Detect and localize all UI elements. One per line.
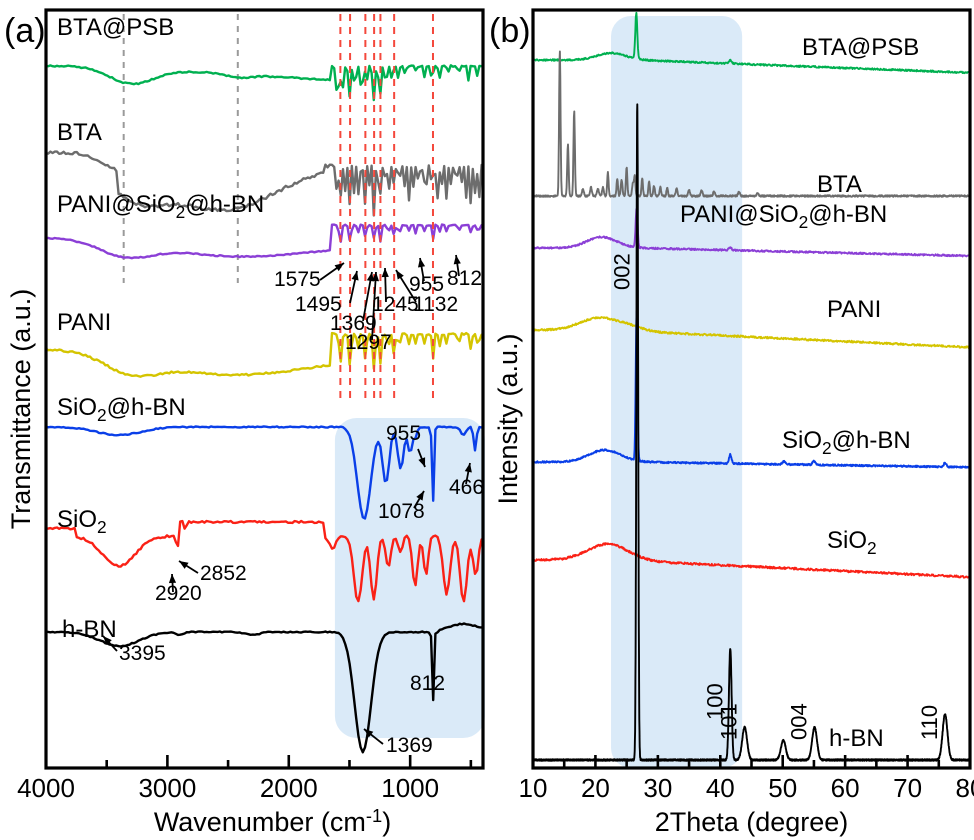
series-label-sio2-h-bn: SiO2@h-BN <box>782 427 911 458</box>
x-tick-label: 80 <box>956 773 974 803</box>
spectrum-hbn <box>44 622 483 754</box>
spectrum-sio2-hbn <box>44 425 483 520</box>
spectrum-bta <box>44 150 483 217</box>
annotation-1369: 1369 <box>330 312 377 335</box>
annotation-1369-hbn: 1369 <box>386 734 433 757</box>
series-label-pani: PANI <box>57 309 111 336</box>
hkl-label-002: 002 <box>609 253 634 290</box>
annotation-812-pani: 812 <box>447 267 482 290</box>
x-tick-label: 60 <box>831 773 860 803</box>
series-label-sio2: SiO2 <box>827 527 877 558</box>
x-tick-label: 2000 <box>260 773 318 803</box>
panel-b-label: (b) <box>489 12 531 50</box>
hkl-label-110: 110 <box>917 705 942 740</box>
spectrum-sio2 <box>44 519 483 603</box>
panel-b-xrd: 10 20 30 40 50 60 70 80 2Theta (degree) Intensity… <box>487 0 974 840</box>
hkl-label-004: 004 <box>787 703 812 740</box>
series-label-bta-psb: BTA@PSB <box>802 34 919 61</box>
panel-a-ftir: 4000 3000 2000 1000 Wavenumber (cm-1) Transmi… <box>4 8 485 837</box>
annotation-1297: 1297 <box>345 331 392 354</box>
spectrum-pani-sio2-hbn <box>44 223 483 260</box>
x-tick-label: 20 <box>581 773 610 803</box>
x-tick-label: 1000 <box>381 773 439 803</box>
plot-frame-b <box>531 8 972 770</box>
annotation-1245: 1245 <box>372 293 419 316</box>
x-tick-label: 50 <box>768 773 797 803</box>
annotation-466: 466 <box>449 476 484 499</box>
plot-frame-a <box>44 8 485 770</box>
x-tick-label: 40 <box>706 773 735 803</box>
x-tick-label: 30 <box>643 773 672 803</box>
xrd-sio2-hbn <box>532 310 971 469</box>
series-label-pani-sio2-h-bn: PANI@SiO2@h-BN <box>680 201 887 232</box>
spectrum-pani <box>44 331 483 378</box>
annotation-1495: 1495 <box>295 293 342 316</box>
annotation-812-hbn: 812 <box>410 672 445 695</box>
x-axis-title-b: 2Theta (degree) <box>655 807 849 837</box>
panel-a-label: (a) <box>4 12 46 50</box>
series-label-bta: BTA <box>57 119 102 146</box>
annotation-955-pani: 955 <box>409 273 444 296</box>
x-tick-label: 70 <box>893 773 922 803</box>
y-axis-title-b: Intensity (a.u.) <box>493 333 523 504</box>
x-tick-label: 4000 <box>17 773 75 803</box>
annotation-955-sio2hbn: 955 <box>386 422 421 445</box>
highlight-band-a <box>334 418 485 738</box>
hkl-label-101: 101 <box>717 703 742 740</box>
xrd-sio2 <box>532 542 971 579</box>
y-axis-title-a: Transmittance (a.u.) <box>6 289 36 530</box>
spectrum-bta-psb <box>44 64 483 102</box>
annotation-1575: 1575 <box>274 268 321 291</box>
series-label-sio2-h-bn: SiO2@h-BN <box>57 394 186 425</box>
x-axis-title-a: Wavenumber (cm-1) <box>154 805 391 837</box>
series-label-pani: PANI <box>827 296 881 323</box>
series-label-bta-psb: BTA@PSB <box>57 14 174 41</box>
hkl-label-100: 100 <box>702 683 727 720</box>
annotation-1132: 1132 <box>413 293 458 316</box>
xrd-chart: 10 20 30 40 50 60 70 80 2Theta (degree) Intensity… <box>489 8 974 837</box>
annotation-2920: 2920 <box>155 582 202 605</box>
series-label-sio2: SiO2 <box>57 506 107 537</box>
annotation-1078: 1078 <box>378 500 425 523</box>
xrd-bta-psb <box>532 11 971 75</box>
series-label-pani-sio2-h-bn: PANI@SiO2@h-BN <box>57 191 264 222</box>
series-label-bta: BTA <box>817 171 862 198</box>
xrd-pani-sio2-hbn <box>532 208 971 258</box>
xrd-bta <box>532 50 971 198</box>
x-tick-label: 10 <box>519 773 548 803</box>
annotation-2852: 2852 <box>200 562 247 585</box>
x-tick-label: 3000 <box>138 773 196 803</box>
series-label-h-bn: h-BN <box>829 725 884 752</box>
highlight-band-b <box>611 16 743 768</box>
xrd-hbn <box>532 103 971 762</box>
xrd-pani <box>532 316 971 350</box>
annotation-3395: 3395 <box>119 642 166 665</box>
